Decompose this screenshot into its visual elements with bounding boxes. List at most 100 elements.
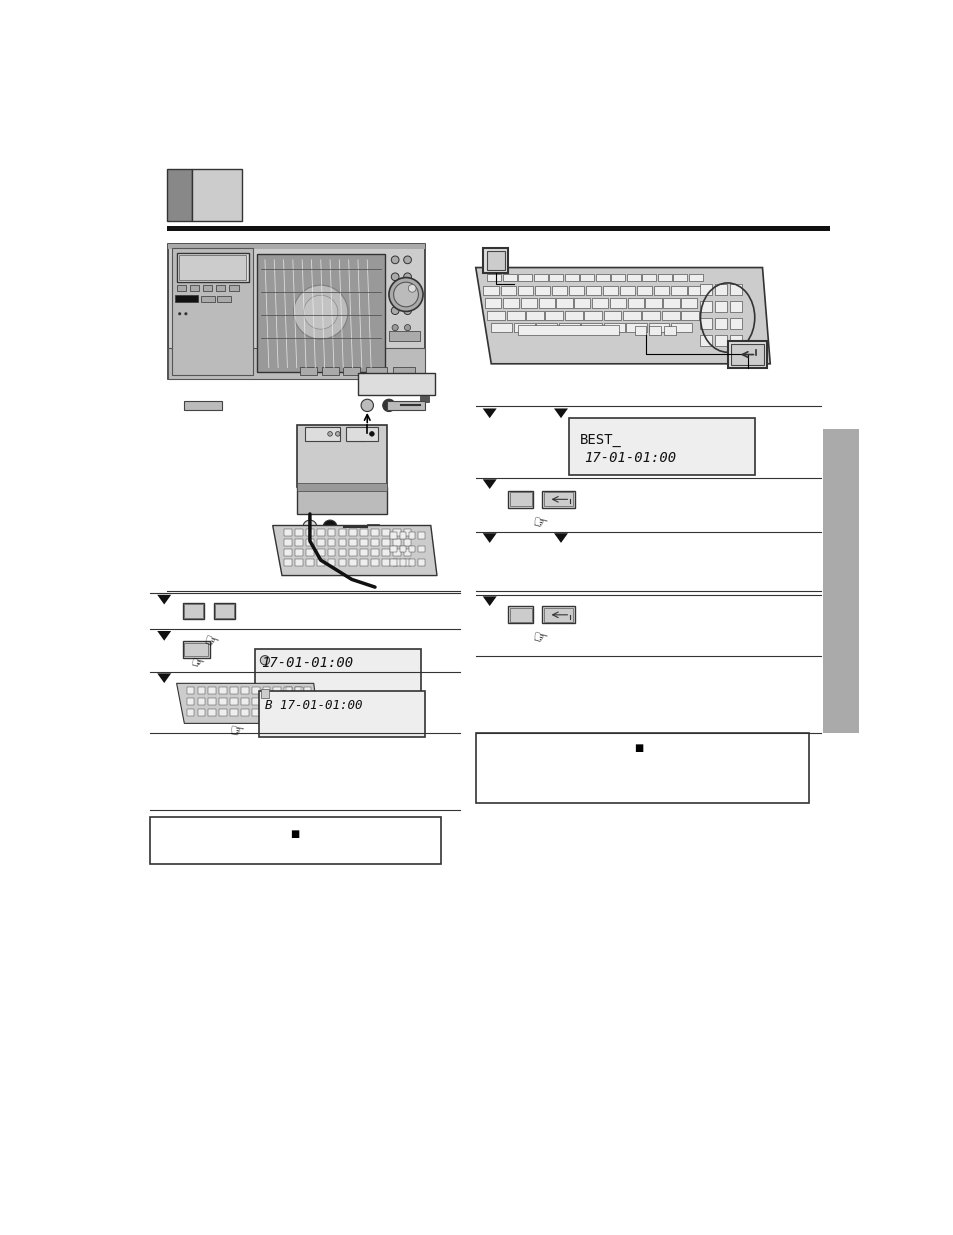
Circle shape: [382, 399, 395, 411]
Bar: [208, 687, 216, 694]
Bar: [536, 324, 557, 332]
Bar: [393, 540, 400, 546]
Bar: [219, 698, 227, 705]
Bar: [338, 530, 346, 536]
Polygon shape: [482, 409, 497, 419]
Bar: [216, 296, 231, 303]
Bar: [167, 226, 829, 231]
Circle shape: [394, 282, 418, 306]
Bar: [261, 689, 269, 698]
Bar: [393, 550, 400, 556]
Circle shape: [335, 431, 340, 436]
Bar: [625, 324, 646, 332]
Bar: [187, 687, 194, 694]
Circle shape: [391, 306, 398, 315]
Bar: [517, 274, 532, 282]
Bar: [409, 559, 415, 567]
Text: ☞: ☞: [530, 513, 548, 534]
Bar: [390, 559, 396, 567]
Text: ☞: ☞: [228, 721, 245, 742]
Bar: [338, 550, 346, 556]
Bar: [230, 709, 237, 716]
Bar: [551, 287, 567, 295]
Circle shape: [303, 295, 337, 330]
Text: ☞: ☞: [200, 631, 220, 653]
Text: ☞: ☞: [530, 629, 548, 650]
Polygon shape: [482, 479, 497, 489]
Bar: [403, 530, 411, 536]
Bar: [229, 285, 238, 290]
Bar: [381, 530, 390, 536]
Bar: [661, 311, 679, 320]
Bar: [403, 550, 411, 556]
Bar: [184, 642, 208, 656]
Bar: [184, 604, 203, 618]
Bar: [208, 709, 216, 716]
Bar: [399, 546, 406, 552]
Bar: [174, 294, 198, 303]
Bar: [183, 603, 204, 620]
Circle shape: [391, 256, 398, 264]
Bar: [371, 530, 378, 536]
Bar: [517, 325, 618, 335]
Bar: [390, 546, 396, 552]
Bar: [274, 687, 281, 694]
Bar: [187, 709, 194, 716]
Polygon shape: [157, 595, 171, 604]
Bar: [294, 540, 303, 546]
Bar: [545, 311, 562, 320]
Bar: [294, 709, 303, 716]
Bar: [583, 311, 601, 320]
Bar: [534, 274, 547, 282]
Bar: [592, 299, 608, 308]
Bar: [627, 299, 643, 308]
Bar: [316, 550, 324, 556]
Bar: [230, 698, 237, 705]
Bar: [328, 550, 335, 556]
Bar: [349, 550, 356, 556]
Bar: [176, 285, 186, 290]
Bar: [484, 299, 500, 308]
Bar: [381, 540, 390, 546]
Bar: [150, 816, 440, 864]
Circle shape: [389, 278, 422, 311]
Text: ■: ■: [633, 743, 642, 753]
Bar: [197, 698, 205, 705]
Circle shape: [303, 520, 316, 534]
Bar: [611, 274, 624, 282]
Bar: [316, 530, 324, 536]
Bar: [648, 324, 669, 332]
Bar: [183, 401, 222, 410]
Bar: [517, 287, 533, 295]
Text: B 17-01-01:00: B 17-01-01:00: [265, 699, 362, 711]
Bar: [371, 550, 378, 556]
Bar: [294, 559, 303, 567]
Bar: [543, 493, 573, 506]
Bar: [328, 540, 335, 546]
Bar: [299, 367, 316, 374]
Bar: [274, 709, 281, 716]
Circle shape: [323, 520, 336, 534]
Bar: [328, 559, 335, 567]
Bar: [262, 709, 270, 716]
Bar: [728, 341, 766, 368]
Bar: [585, 287, 600, 295]
Bar: [203, 285, 212, 290]
Bar: [700, 336, 711, 346]
Bar: [662, 299, 679, 308]
Bar: [328, 530, 335, 536]
Bar: [486, 252, 505, 270]
Bar: [183, 641, 210, 658]
Bar: [500, 287, 516, 295]
Bar: [609, 299, 625, 308]
Bar: [418, 531, 424, 538]
Bar: [634, 326, 645, 336]
Bar: [360, 530, 368, 536]
Bar: [252, 709, 259, 716]
Bar: [219, 709, 227, 716]
Bar: [365, 367, 387, 374]
Bar: [176, 253, 249, 282]
Bar: [680, 311, 699, 320]
Bar: [506, 311, 524, 320]
Bar: [286, 698, 292, 705]
